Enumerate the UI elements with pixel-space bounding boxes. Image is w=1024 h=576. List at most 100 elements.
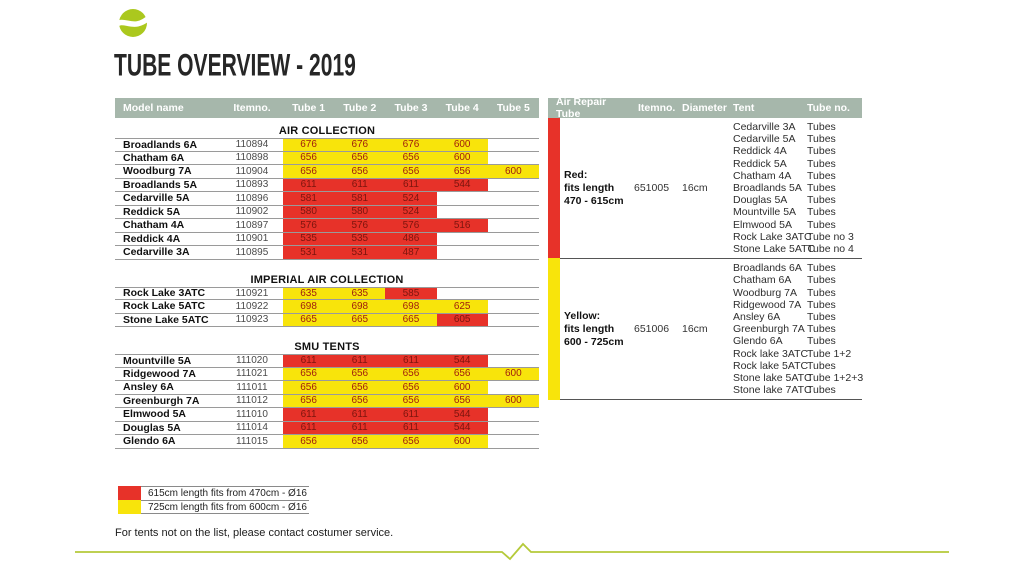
tent-name: Reddick 5A xyxy=(733,157,787,170)
tent-row: Stone lake 7ATC Tubes xyxy=(725,384,862,396)
tube-cell: 531 xyxy=(283,246,335,259)
tube-cell: 656 xyxy=(334,151,386,164)
column-header: Tent xyxy=(733,102,755,114)
tent-tube-no: Tubes xyxy=(807,359,836,372)
page-title: TUBE OVERVIEW - 2019 xyxy=(114,47,356,83)
model-name-cell: Greenburgh 7A xyxy=(123,394,200,407)
tube-cell: 611 xyxy=(385,355,437,367)
legend-label: 615cm length fits from 470cm - Ø16 xyxy=(141,486,309,500)
tent-tube-no: Tubes xyxy=(807,384,836,397)
footnote: For tents not on the list, please contac… xyxy=(115,527,394,539)
repair-tube-label-line: fits length xyxy=(564,322,615,335)
tube-cell: 656 xyxy=(385,367,437,380)
tent-name: Broadlands 6A xyxy=(733,262,802,275)
tube-cell: 656 xyxy=(334,367,386,380)
tent-row: Greenburgh 7A Tubes xyxy=(725,323,862,335)
tube-cell xyxy=(488,246,539,259)
column-header: Itemno. xyxy=(638,102,676,114)
tent-row: Elmwood 5A Tubes xyxy=(725,219,862,231)
tube-cell xyxy=(488,152,539,165)
tube-cell: 656 xyxy=(334,435,386,448)
tube-cell xyxy=(437,288,488,300)
tent-name: Ridgewood 7A xyxy=(733,298,802,311)
tube-cell: 676 xyxy=(283,139,335,151)
repair-diameter: 16cm xyxy=(682,182,708,195)
model-name-cell: Glendo 6A xyxy=(123,435,176,448)
column-header: Tube 1 xyxy=(292,102,326,114)
tent-name: Chatham 4A xyxy=(733,169,792,182)
tube-cell: 656 xyxy=(283,165,335,178)
tube-cell: 656 xyxy=(436,367,488,380)
column-header: Model name xyxy=(123,102,184,114)
legend-row: 615cm length fits from 470cm - Ø16 xyxy=(118,486,309,500)
tent-row: Chatham 4A Tubes xyxy=(725,170,862,182)
tent-row: Rock lake 3ATC Tube 1+2 xyxy=(725,348,862,360)
tube-cell: 656 xyxy=(385,394,437,407)
tube-cell xyxy=(437,206,488,219)
tube-cell xyxy=(488,355,539,367)
tent-tube-no: Tubes xyxy=(807,206,836,219)
tent-tube-no: Tubes xyxy=(807,133,836,146)
itemno-cell: 110897 xyxy=(235,219,269,231)
legend: 615cm length fits from 470cm - Ø16 725cm … xyxy=(118,486,309,514)
itemno-cell: 111010 xyxy=(236,408,268,420)
tube-cell: 625 xyxy=(436,300,488,313)
tube-cell xyxy=(488,288,539,300)
tent-tube-no: Tube 1+2+3 xyxy=(807,372,864,385)
tube-cell: 656 xyxy=(283,367,335,380)
tube-cell xyxy=(437,192,488,205)
tent-tube-no: Tubes xyxy=(807,323,836,336)
tube-cell: 698 xyxy=(385,300,437,313)
model-name-cell: Rock Lake 3ATC xyxy=(123,287,206,300)
tent-row: Cedarville 5A Tubes xyxy=(725,133,862,145)
model-name-cell: Broadlands 5A xyxy=(123,178,198,191)
tube-cell: 611 xyxy=(283,355,335,367)
legend-yellow-swatch xyxy=(118,500,141,514)
itemno-cell: 111011 xyxy=(236,381,268,393)
tent-row: Chatham 6A Tubes xyxy=(725,274,862,286)
tube-cell: 656 xyxy=(385,381,437,394)
tube-cell: 676 xyxy=(334,139,386,151)
repair-tube-label: Red: fits length 470 - 615cm xyxy=(560,169,630,208)
tube-cell: 580 xyxy=(334,205,386,218)
tube-cell: 656 xyxy=(436,165,488,178)
tent-name: Rock Lake 3ATC xyxy=(733,230,812,243)
tent-name: Stone lake 7ATC xyxy=(733,384,812,397)
tube-cell: 605 xyxy=(436,313,488,326)
legend-row: 725cm length fits from 600cm - Ø16 xyxy=(118,500,309,514)
tube-cell xyxy=(488,219,539,232)
itemno-cell: 110895 xyxy=(235,246,269,258)
itemno-cell: 110921 xyxy=(235,287,269,299)
tube-cell: 581 xyxy=(283,192,335,205)
tube-cell: 611 xyxy=(334,408,386,421)
repair-table-header: Air Repair Tube Itemno. Diameter Tent Tu… xyxy=(548,96,862,120)
model-name-cell: Cedarville 3A xyxy=(123,246,190,259)
tent-tube-no: Tube no 3 xyxy=(807,230,854,243)
tent-tube-no: Tubes xyxy=(807,182,836,195)
repair-tube-label-line: fits length xyxy=(564,181,615,194)
tent-tube-no: Tubes xyxy=(807,298,836,311)
tube-cell: 611 xyxy=(385,178,437,191)
tube-cell: 698 xyxy=(283,300,335,313)
tube-cell: 656 xyxy=(283,435,335,448)
tent-tube-no: Tubes xyxy=(807,218,836,231)
tube-cell xyxy=(488,179,539,192)
model-name-cell: Chatham 6A xyxy=(123,151,185,164)
tube-cell: 611 xyxy=(385,408,437,421)
tent-name: Ansley 6A xyxy=(733,311,781,324)
tube-cell xyxy=(488,422,539,435)
divider-pulse-line xyxy=(75,542,949,561)
section-title: AIR COLLECTION xyxy=(278,125,376,137)
tent-tube-no: Tubes xyxy=(807,169,836,182)
tube-cell: 611 xyxy=(334,178,386,191)
itemno-cell: 110901 xyxy=(235,233,269,245)
tube-cell: 600 xyxy=(436,381,488,394)
tube-cell: 531 xyxy=(334,246,386,259)
tent-name: Douglas 5A xyxy=(733,194,788,207)
tent-tube-no: Tube 1+2 xyxy=(807,347,852,360)
itemno-cell: 110898 xyxy=(235,152,269,164)
tent-row: Stone Lake 5ATC Tube no 4 xyxy=(725,243,862,255)
tube-cell: 544 xyxy=(436,178,488,191)
tube-cell xyxy=(488,435,539,448)
itemno-cell: 111021 xyxy=(236,368,268,380)
